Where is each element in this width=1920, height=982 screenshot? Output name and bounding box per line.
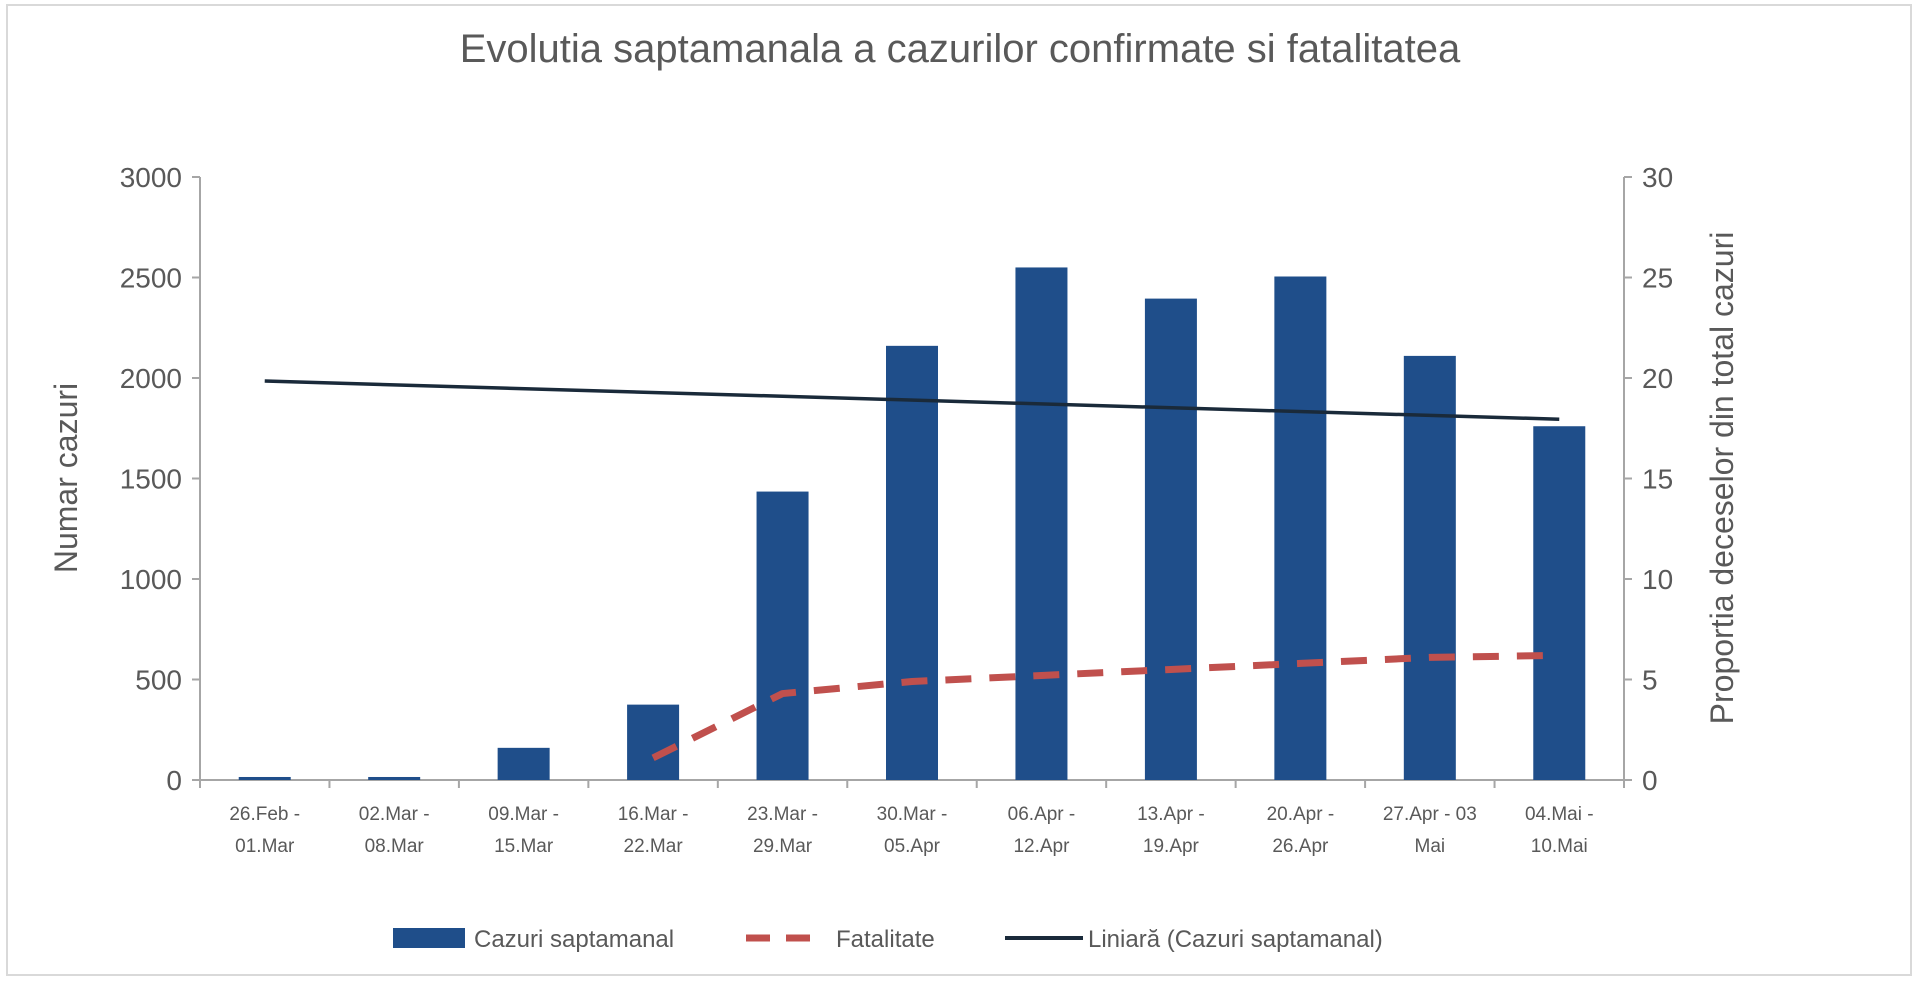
fatality-line xyxy=(651,651,1560,762)
x-tick-label: 08.Mar xyxy=(365,836,425,857)
y-tick-label: 1500 xyxy=(120,464,182,495)
x-tick-label: Mai xyxy=(1415,836,1446,857)
x-tick-label: 12.Apr xyxy=(1013,836,1070,857)
legend-label-trendline: Liniară (Cazuri saptamanal) xyxy=(1088,926,1383,953)
x-tick-label: 16.Mar - xyxy=(618,804,689,825)
bar xyxy=(627,704,680,780)
bar xyxy=(1533,426,1586,780)
chart-title: Evolutia saptamanala a cazurilor confirm… xyxy=(460,27,1461,71)
x-tick-label: 06.Apr - xyxy=(1008,804,1076,825)
y-axis-title: Numar cazuri xyxy=(48,383,84,573)
y2-tick-label: 30 xyxy=(1642,162,1673,193)
bar xyxy=(238,776,291,780)
x-tick-label: 26.Feb - xyxy=(229,804,300,825)
bar xyxy=(1144,298,1197,780)
y2-tick-label: 0 xyxy=(1642,765,1658,796)
y2-axis-title: Proportia deceselor din total cazuri xyxy=(1704,232,1740,725)
x-tick-label: 30.Mar - xyxy=(877,804,948,825)
legend: Cazuri saptamanal Fatalitate Liniară (Cazu… xyxy=(393,926,1383,953)
x-tick-label: 01.Mar xyxy=(235,836,295,857)
y2-tick-label: 20 xyxy=(1642,363,1673,394)
bar xyxy=(886,345,938,780)
x-tick-label: 10.Mai xyxy=(1531,836,1588,857)
y-tick-label: 2000 xyxy=(120,363,182,394)
y2-tick-label: 10 xyxy=(1642,564,1673,595)
chart-frame xyxy=(6,4,1912,976)
trendline xyxy=(264,379,1560,421)
y2-tick-label: 25 xyxy=(1642,263,1673,294)
x-tick-label: 04.Mai - xyxy=(1525,804,1594,825)
y-tick-label: 0 xyxy=(166,765,182,796)
y-tick-label: 500 xyxy=(135,665,182,696)
bar xyxy=(1403,355,1456,780)
x-tick-label: 20.Apr - xyxy=(1267,804,1335,825)
x-tick-label: 23.Mar - xyxy=(747,804,818,825)
y2-tick-label: 15 xyxy=(1642,464,1673,495)
x-tick-label: 13.Apr - xyxy=(1137,804,1205,825)
x-tick-label: 27.Apr - 03 xyxy=(1383,804,1477,825)
tick-labels: 0 500 1000 1500 2000 2500 3000 0 5 10 15 20 25 30 26.F… xyxy=(120,162,1673,857)
lines xyxy=(264,379,1560,762)
bar xyxy=(1274,276,1327,780)
y-tick-label: 3000 xyxy=(120,162,182,193)
legend-label-bars: Cazuri saptamanal xyxy=(474,926,674,953)
x-tick-label: 29.Mar xyxy=(753,836,813,857)
legend-swatch-bars xyxy=(393,928,465,948)
bars xyxy=(238,267,1586,780)
x-tick-label: 05.Apr xyxy=(884,836,941,857)
x-tick-label: 02.Mar - xyxy=(359,804,430,825)
y2-tick-label: 5 xyxy=(1642,665,1658,696)
x-tick-label: 26.Apr xyxy=(1272,836,1329,857)
bar xyxy=(756,491,809,780)
bar xyxy=(497,747,550,780)
x-tick-label: 22.Mar xyxy=(624,836,684,857)
legend-label-fatality: Fatalitate xyxy=(836,926,935,953)
x-tick-label: 15.Mar xyxy=(494,836,554,857)
bar xyxy=(1015,267,1068,780)
bar xyxy=(368,776,421,780)
x-tick-label: 09.Mar - xyxy=(488,804,559,825)
y-tick-label: 2500 xyxy=(120,263,182,294)
y-tick-label: 1000 xyxy=(120,564,182,595)
x-tick-label: 19.Apr xyxy=(1143,836,1200,857)
